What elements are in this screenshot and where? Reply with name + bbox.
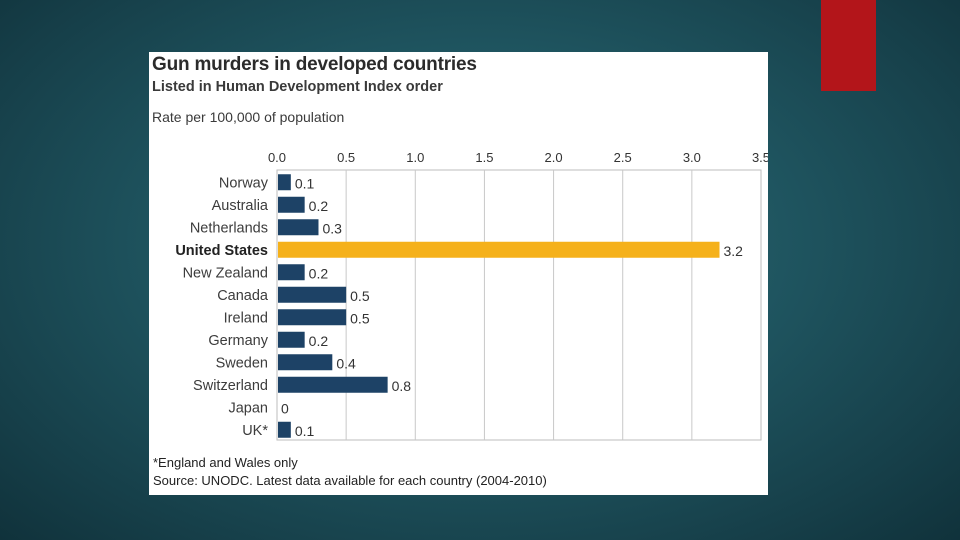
bar [278,174,291,191]
x-tick-label: 0.0 [268,150,286,165]
value-label: 0.1 [295,175,315,191]
value-label: 0.5 [350,310,370,326]
chart-title: Gun murders in developed countries [152,54,477,75]
x-tick-label: 0.5 [337,150,355,165]
value-label: 0.2 [309,198,329,214]
footnote: *England and Wales only [153,455,298,470]
category-label: Australia [212,198,269,214]
axis-caption: Rate per 100,000 of population [152,109,345,125]
bar [278,196,305,213]
category-label: Ireland [224,310,268,326]
value-label: 3.2 [724,243,744,259]
value-label: 0.3 [322,220,342,236]
bar [278,309,347,326]
category-label: Switzerland [193,378,268,394]
value-label: 0.1 [295,423,315,439]
x-tick-label: 2.0 [545,150,563,165]
bar [278,219,319,236]
bar [278,331,305,348]
bar-chart-plot: 0.0 0.5 1.0 1.5 2.0 2.5 3.0 3.5 Norway 0.1 Austral… [175,150,768,441]
category-label: UK* [242,423,268,439]
chart-card: Gun murders in developed countries Liste… [149,52,768,495]
chart-subtitle: Listed in Human Development Index order [152,79,443,95]
value-label: 0.4 [336,355,356,371]
x-tick-label: 1.0 [406,150,424,165]
bar [278,376,388,393]
x-tick-label: 1.5 [475,150,493,165]
category-label: Sweden [216,355,268,371]
category-label: Netherlands [190,220,268,236]
category-label: Japan [228,400,268,416]
value-label: 0.8 [392,378,412,394]
bar [278,241,720,258]
category-label: United States [175,243,268,259]
x-tick-label: 2.5 [614,150,632,165]
value-label: 0.5 [350,288,370,304]
x-tick-label: 3.5 [752,150,768,165]
bar [278,421,291,438]
red-accent-block [821,0,876,91]
category-label: Canada [217,288,269,304]
value-label: 0.2 [309,333,329,349]
category-label: New Zealand [183,265,268,281]
bar [278,354,333,371]
value-label: 0.2 [309,265,329,281]
plot-frame [276,169,762,441]
bar [278,264,305,281]
category-label: Norway [219,175,269,191]
category-label: Germany [208,333,268,349]
source-note: Source: UNODC. Latest data available for… [153,473,547,488]
value-label: 0 [281,400,289,416]
bar [278,286,347,303]
x-tick-label: 3.0 [683,150,701,165]
